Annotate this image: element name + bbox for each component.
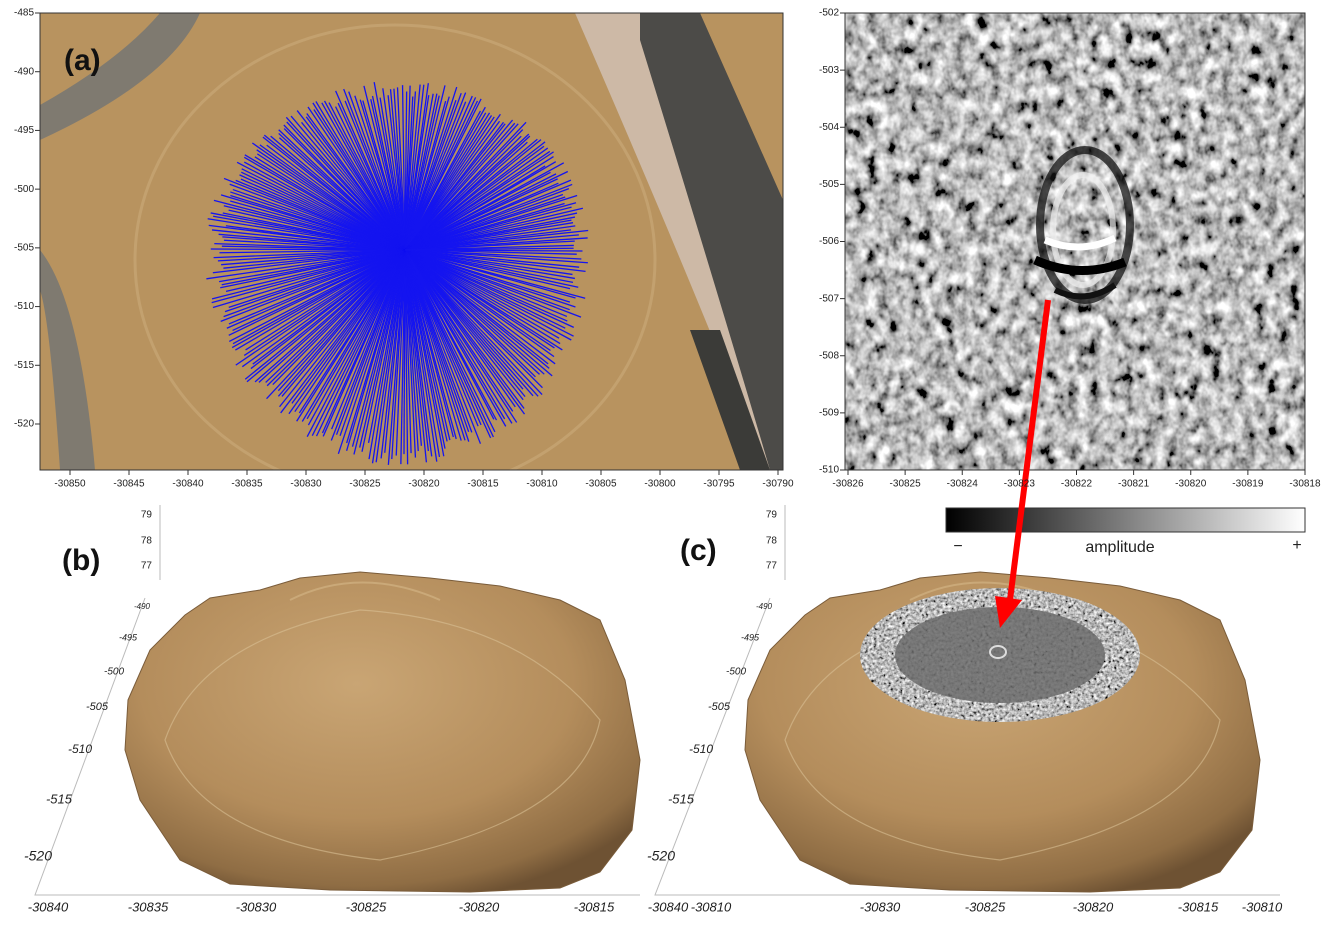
y-tick-label: -515 xyxy=(46,791,73,806)
colorbar-max: + xyxy=(1292,537,1301,554)
x-tick-label: -30821 xyxy=(1118,479,1150,490)
y-tick-label: -520 xyxy=(14,419,34,430)
x-tick-label: -30835 xyxy=(231,479,263,490)
mound-3d xyxy=(125,572,640,892)
x-tick-label: -30820 xyxy=(459,899,500,914)
colorbar-min: − xyxy=(953,538,962,555)
x-tick-label: -30830 xyxy=(860,899,901,914)
x-tick-label: -30850 xyxy=(54,479,86,490)
x-tick-label: -30830 xyxy=(290,479,322,490)
y-tick-label: -510 xyxy=(14,301,34,312)
z-tick-label: 79 xyxy=(766,510,778,521)
y-tick-label: -510 xyxy=(689,742,713,756)
y-tick-label: -515 xyxy=(668,791,695,806)
x-tick-label: -30805 xyxy=(585,479,617,490)
radargram-image xyxy=(845,13,1305,470)
z-tick-label: 78 xyxy=(766,536,778,547)
x-tick-label: -30810 xyxy=(526,479,558,490)
y-tick-label: -505 xyxy=(14,242,34,253)
y-tick-label: -500 xyxy=(14,184,34,195)
x-tick-label: -30818 xyxy=(1289,479,1321,490)
x-tick-label: -30824 xyxy=(947,479,979,490)
y-tick-label: -505 xyxy=(86,701,109,713)
x-tick-label: -30840 xyxy=(648,899,689,914)
y-tick-label: -507 xyxy=(819,293,839,304)
x-tick-label: -30840 xyxy=(172,479,204,490)
y-tick-label: -500 xyxy=(726,667,746,678)
z-tick-label: 78 xyxy=(141,536,153,547)
y-tick-label: -503 xyxy=(819,65,839,76)
x-tick-label: -30820 xyxy=(1073,899,1114,914)
x-tick-label: -30790 xyxy=(762,479,794,490)
z-tick-label: 77 xyxy=(141,561,153,572)
x-tick-label: -30825 xyxy=(890,479,922,490)
x-tick-label: -30825 xyxy=(346,899,387,914)
y-tick-label: -500 xyxy=(104,667,124,678)
y-tick-label: -485 xyxy=(14,8,34,19)
panel-label: (c) xyxy=(680,534,717,567)
y-tick-label: -515 xyxy=(14,360,34,371)
x-tick-label: -30835 xyxy=(128,899,169,914)
x-tick-label: -30820 xyxy=(408,479,440,490)
y-tick-label: -505 xyxy=(708,701,731,713)
y-tick-label: -490 xyxy=(14,66,34,77)
x-tick-label: -30795 xyxy=(703,479,735,490)
y-tick-label: -504 xyxy=(819,122,839,133)
figure: − amplitude + (a) (b) (c) -30850 -30845 -3… xyxy=(0,0,1333,920)
y-tick-label: -505 xyxy=(819,179,839,190)
x-tick-label: -30800 xyxy=(644,479,676,490)
y-tick-label: -490 xyxy=(134,602,151,611)
x-tick-label: -30815 xyxy=(467,479,499,490)
aerial-photo xyxy=(40,13,783,495)
y-tick-label: -495 xyxy=(119,632,138,642)
z-tick-label: 77 xyxy=(766,561,778,572)
panel-label: (b) xyxy=(62,544,100,577)
x-tick-label: -30810 xyxy=(691,899,732,914)
y-tick-label: -520 xyxy=(647,848,675,864)
y-tick-label: -495 xyxy=(14,125,34,136)
z-tick-label: 79 xyxy=(141,510,153,521)
x-tick-label: -30815 xyxy=(574,899,615,914)
y-tick-label: -520 xyxy=(24,848,52,864)
y-tick-label: -509 xyxy=(819,408,839,419)
y-tick-label: -510 xyxy=(819,465,839,476)
x-tick-label: -30826 xyxy=(832,479,864,490)
x-tick-label: -30819 xyxy=(1232,479,1264,490)
y-tick-label: -508 xyxy=(819,350,839,361)
colorbar-title: amplitude xyxy=(1085,539,1154,556)
x-tick-label: -30810 xyxy=(1242,899,1283,914)
x-tick-label: -30822 xyxy=(1061,479,1093,490)
colorbar xyxy=(946,508,1305,532)
y-tick-label: -510 xyxy=(68,742,92,756)
y-tick-label: -506 xyxy=(819,236,839,247)
panel-label: (a) xyxy=(64,44,101,77)
x-tick-label: -30840 xyxy=(28,899,69,914)
y-tick-label: -490 xyxy=(756,602,773,611)
y-tick-label: -502 xyxy=(819,8,839,19)
x-tick-label: -30845 xyxy=(113,479,145,490)
x-tick-label: -30825 xyxy=(965,899,1006,914)
x-tick-label: -30823 xyxy=(1004,479,1036,490)
x-tick-label: -30815 xyxy=(1178,899,1219,914)
x-tick-label: -30825 xyxy=(349,479,381,490)
x-tick-label: -30830 xyxy=(236,899,277,914)
x-tick-label: -30820 xyxy=(1175,479,1207,490)
y-tick-label: -495 xyxy=(741,632,760,642)
